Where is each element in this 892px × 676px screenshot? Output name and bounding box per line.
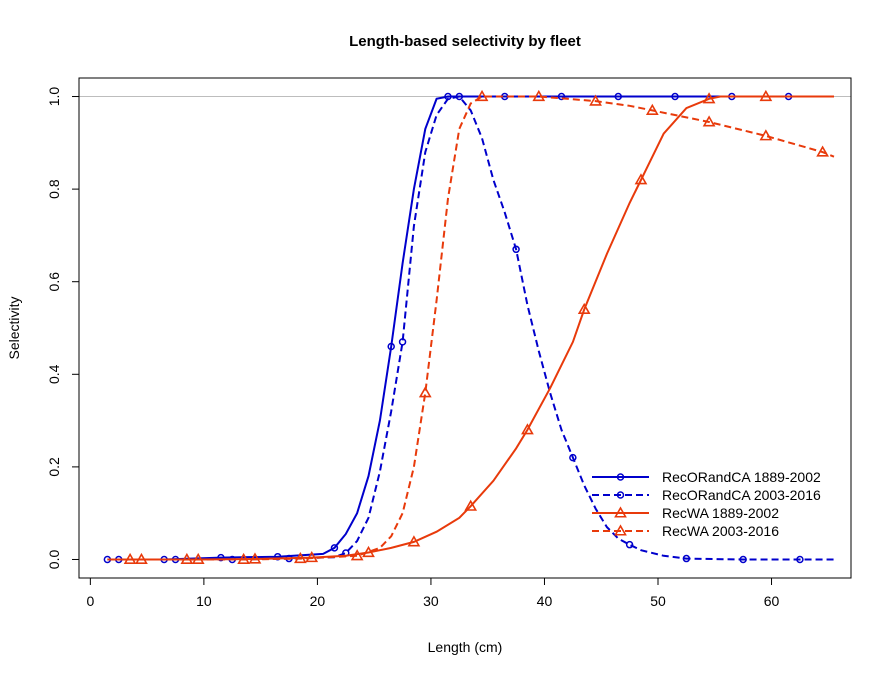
y-axis: 0.0 0.2 0.4 0.6 0.8 1.0 (46, 87, 79, 570)
data-point (180, 552, 194, 565)
legend-marker (616, 473, 625, 481)
data-point (294, 551, 307, 564)
x-tick-label: 50 (650, 593, 666, 609)
data-point (569, 453, 577, 462)
data-point (634, 173, 648, 185)
data-point (702, 92, 716, 104)
data-point (418, 386, 432, 398)
series-line (130, 95, 835, 561)
x-tick-label: 0 (86, 593, 94, 609)
y-axis-title: Selectivity (6, 296, 22, 359)
data-point (614, 92, 623, 101)
chart-title: Length-based selectivity by fleet (349, 33, 581, 50)
data-point (557, 92, 566, 101)
x-axis-title: Length (cm) (428, 639, 503, 655)
data-point (682, 554, 691, 563)
legend-marker (614, 524, 627, 536)
data-point (350, 549, 364, 561)
data-point (217, 553, 225, 562)
y-tick-label: 0.0 (46, 550, 62, 570)
data-point (671, 92, 679, 101)
x-tick-label: 30 (423, 593, 439, 609)
data-point (398, 338, 407, 346)
data-point (645, 103, 659, 115)
legend-marker (616, 491, 625, 499)
legend-entry: RecWA 2003-2016 (592, 523, 779, 539)
data-point (237, 552, 250, 565)
y-tick-label: 0.2 (46, 457, 62, 477)
data-point (123, 552, 137, 565)
y-tick-label: 0.6 (46, 272, 62, 292)
legend: RecORandCA 1889-2002 RecORandCA 2003-2016… (592, 469, 821, 539)
x-tick-label: 60 (764, 593, 780, 609)
data-point (475, 89, 489, 102)
x-tick-label: 10 (196, 593, 212, 609)
data-point (512, 245, 520, 254)
data-point (455, 92, 464, 101)
data-point (407, 535, 421, 547)
legend-label: RecORandCA 1889-2002 (662, 469, 821, 485)
series-layer (103, 89, 835, 565)
series-line (107, 95, 834, 561)
data-point (816, 145, 829, 157)
legend-label: RecWA 1889-2002 (662, 505, 779, 521)
data-point (739, 555, 747, 564)
series-line (118, 95, 834, 561)
x-tick-label: 20 (310, 593, 326, 609)
legend-label: RecWA 2003-2016 (662, 523, 779, 539)
legend-entry: RecORandCA 1889-2002 (592, 469, 821, 485)
x-tick-label: 40 (537, 593, 553, 609)
legend-entry: RecWA 1889-2002 (592, 505, 779, 521)
data-point (305, 551, 319, 563)
data-point (589, 94, 602, 106)
data-point (796, 555, 804, 564)
y-tick-label: 0.4 (46, 364, 62, 384)
data-point (532, 89, 546, 102)
data-point (702, 115, 716, 127)
data-point (521, 423, 534, 435)
legend-label: RecORandCA 2003-2016 (662, 487, 821, 503)
data-point (464, 499, 478, 511)
plot-frame (78, 77, 852, 579)
data-point (330, 544, 339, 552)
y-tick-label: 1.0 (46, 87, 62, 107)
series-4 (123, 89, 835, 565)
y-tick-label: 0.8 (46, 179, 62, 199)
data-point (759, 89, 773, 102)
data-point (759, 129, 773, 141)
data-point (387, 342, 395, 351)
x-axis: 0 10 20 30 40 50 60 (86, 578, 780, 609)
data-point (577, 302, 591, 315)
data-point (625, 540, 634, 549)
legend-entry: RecORandCA 2003-2016 (592, 487, 821, 503)
legend-marker (614, 506, 627, 518)
